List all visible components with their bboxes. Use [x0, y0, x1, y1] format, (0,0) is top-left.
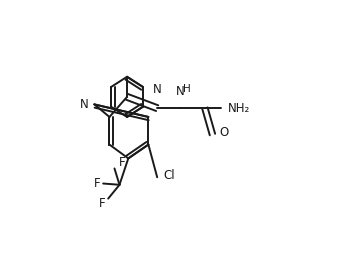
Text: O: O [220, 126, 229, 139]
Text: Cl: Cl [163, 169, 175, 182]
Text: H: H [183, 84, 190, 94]
Text: F: F [98, 197, 105, 210]
Text: N: N [80, 98, 89, 111]
Text: F: F [119, 156, 125, 169]
Text: N: N [153, 83, 161, 96]
Text: N: N [175, 85, 184, 98]
Text: NH₂: NH₂ [227, 102, 250, 115]
Text: F: F [94, 177, 101, 190]
